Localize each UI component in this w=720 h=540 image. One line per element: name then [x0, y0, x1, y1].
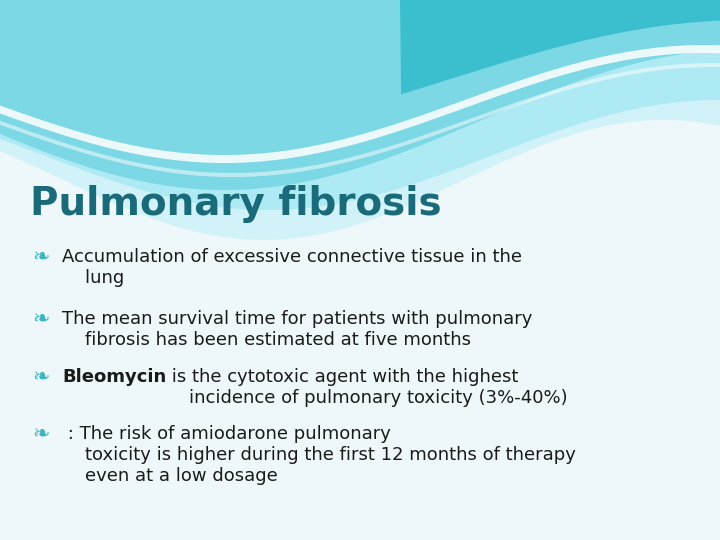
Text: ❧: ❧ — [32, 310, 50, 330]
Polygon shape — [0, 0, 720, 240]
Polygon shape — [400, 0, 720, 94]
Text: Bleomycin: Bleomycin — [62, 368, 166, 386]
Text: The mean survival time for patients with pulmonary
    fibrosis has been estimat: The mean survival time for patients with… — [62, 310, 532, 349]
Text: is the cytotoxic agent with the highest
    incidence of pulmonary toxicity (3%-: is the cytotoxic agent with the highest … — [166, 368, 568, 407]
Text: Pulmonary fibrosis: Pulmonary fibrosis — [30, 185, 441, 223]
Polygon shape — [0, 45, 720, 163]
Text: Accumulation of excessive connective tissue in the
    lung: Accumulation of excessive connective tis… — [62, 248, 522, 287]
Polygon shape — [0, 63, 720, 177]
Polygon shape — [0, 0, 720, 210]
Text: ❧: ❧ — [32, 368, 50, 388]
Text: ❧: ❧ — [32, 248, 50, 268]
Text: ❧: ❧ — [32, 425, 50, 445]
Text: : The risk of amiodarone pulmonary
    toxicity is higher during the first 12 mo: : The risk of amiodarone pulmonary toxic… — [62, 425, 576, 484]
Polygon shape — [0, 0, 720, 190]
